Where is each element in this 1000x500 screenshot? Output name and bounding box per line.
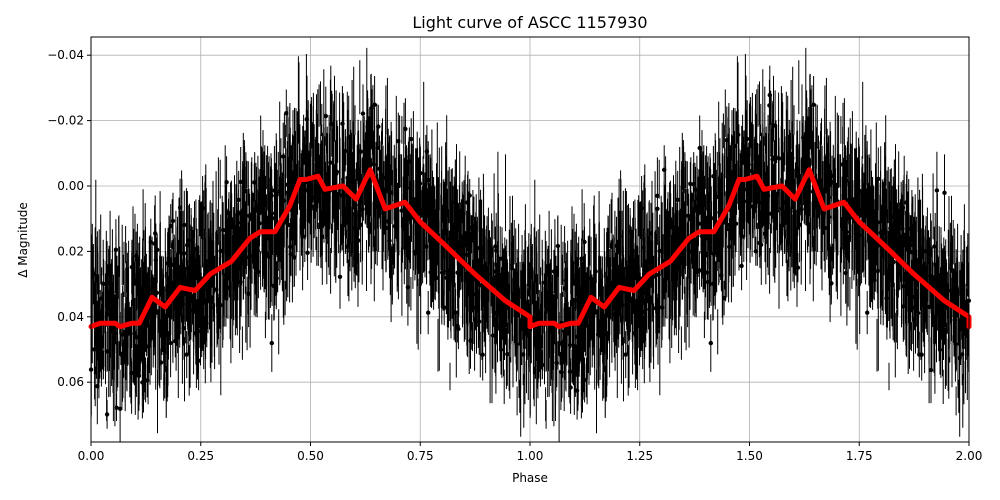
x-tick-label: 1.50 xyxy=(736,449,763,463)
y-tick-label: −0.02 xyxy=(47,114,84,128)
x-tick-label: 0.50 xyxy=(297,449,324,463)
y-tick-label: −0.04 xyxy=(47,48,84,62)
x-tick-label: 2.00 xyxy=(956,449,983,463)
y-tick-label: 0.06 xyxy=(57,375,84,389)
binned-mean-curve xyxy=(88,167,972,330)
x-axis: 0.00 0.25 0.50 0.75 1.00 1.25 1.50 1.75 2.00 xyxy=(78,442,983,463)
x-tick-label: 1.25 xyxy=(626,449,653,463)
y-axis-label: Δ Magnitude xyxy=(16,202,30,278)
x-tick-label: 1.75 xyxy=(846,449,873,463)
x-tick-label: 0.00 xyxy=(78,449,105,463)
y-axis: −0.04 −0.02 0.00 0.02 0.04 0.06 xyxy=(47,48,91,389)
x-tick-label: 0.75 xyxy=(407,449,434,463)
chart-title: Light curve of ASCC 1157930 xyxy=(412,13,647,32)
x-axis-label: Phase xyxy=(512,471,548,485)
data-points xyxy=(88,92,971,417)
y-tick-label: 0.02 xyxy=(57,244,84,258)
x-tick-label: 1.00 xyxy=(517,449,544,463)
x-tick-label: 0.25 xyxy=(187,449,214,463)
y-tick-label: 0.04 xyxy=(57,310,84,324)
y-tick-label: 0.00 xyxy=(57,179,84,193)
